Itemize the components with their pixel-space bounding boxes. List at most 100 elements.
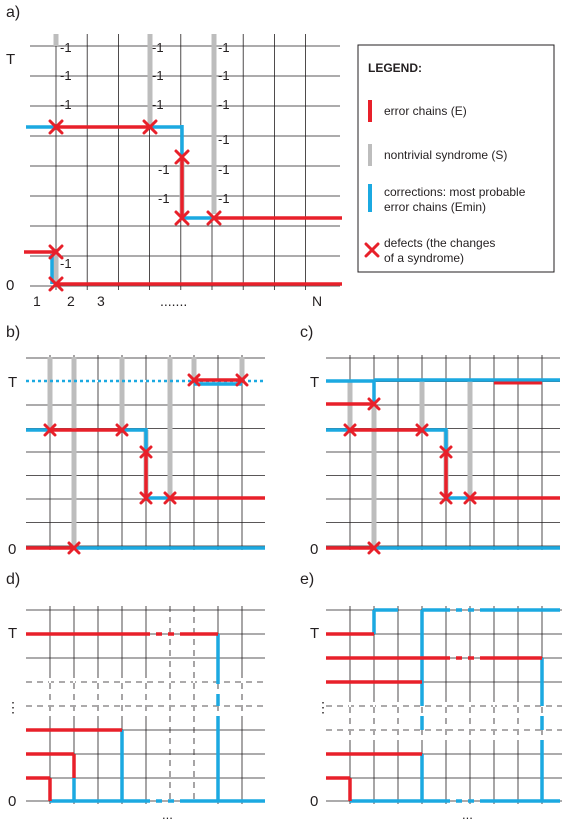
panel-b: b) T 0	[6, 324, 265, 558]
legend: LEGEND: error chains (E) nontrivial synd…	[357, 44, 555, 273]
panel-a-defect-6-stroke-2	[48, 276, 64, 292]
panel-a-xtick-1: 1	[33, 293, 41, 309]
panel-e: e) T 0 ⋮ ...	[300, 571, 562, 821]
panel-a-zero-label: 0	[6, 277, 14, 294]
panel-a-defect-3-stroke-2	[174, 210, 190, 226]
panel-a-defects	[48, 119, 222, 292]
legend-item-correction-text-2: error chains (Emin)	[384, 200, 486, 214]
panel-c-defect-6-stroke-2	[367, 541, 381, 555]
panel-e-corrections	[350, 608, 560, 803]
panel-a-syndrome-value-4: -1	[152, 68, 164, 83]
panel-a-syndrome-values: -1 -1 -1 -1 -1 -1 -1 -1 -1 -1 -1 -1 -1 -1 -1	[60, 40, 230, 271]
panel-a-syndrome-value-2: -1	[60, 97, 72, 112]
panel-a-syndrome-value-1: -1	[60, 68, 72, 83]
panel-c-defect-1	[343, 423, 357, 437]
panel-b-errors	[26, 378, 265, 550]
legend-item-error-text: error chains (E)	[384, 104, 467, 118]
panel-c-defects	[343, 397, 477, 555]
panel-d-t-label: T	[8, 625, 17, 642]
panel-a-defect-3	[174, 210, 190, 226]
panel-b-defect-4	[163, 491, 177, 505]
panel-a-syndrome-value-11: -1	[218, 191, 230, 206]
panel-a-t-label: T	[6, 51, 15, 68]
legend-defect-marker	[364, 242, 380, 258]
panel-b-defect-5-stroke-2	[67, 541, 81, 555]
panel-c-errors	[326, 381, 560, 550]
panel-c-corrections	[326, 378, 560, 550]
panel-e-t-label: T	[310, 625, 319, 642]
panel-c-defect-6	[367, 541, 381, 555]
panel-d-corrections	[50, 634, 265, 803]
legend-item-syndrome-text: nontrivial syndrome (S)	[384, 148, 507, 162]
panel-a-defect-4	[206, 210, 222, 226]
panel-a-errors	[24, 125, 342, 286]
panel-e-errors	[326, 632, 542, 801]
panel-b-defect-7-stroke-2	[235, 373, 249, 387]
panel-a-syndromes	[53, 34, 217, 285]
panel-e-zero-label: 0	[310, 793, 318, 810]
panel-b-defect-3	[139, 491, 153, 505]
panel-a-corrections	[26, 125, 214, 284]
panel-a-defect-0	[48, 119, 64, 135]
panel-c-defect-2	[415, 423, 429, 437]
panel-b-defect-2-stroke-2	[139, 445, 153, 459]
panel-e-vertical-ellipsis: ⋮	[316, 699, 330, 715]
panel-a-syndrome-value-0: -1	[60, 40, 72, 55]
panel-c-defect-4-stroke-2	[439, 491, 453, 505]
legend-swatch-syndrome	[368, 144, 372, 166]
panel-b-zero-label: 0	[8, 541, 16, 558]
panel-b-defects	[43, 373, 249, 555]
legend-title: LEGEND:	[368, 61, 422, 75]
panel-b-defect-1	[115, 423, 129, 437]
panel-c: c) T 0	[300, 324, 560, 558]
panel-c-label: c)	[300, 324, 313, 341]
panel-a-defect-1-stroke-2	[142, 119, 158, 135]
panel-d-errors	[26, 632, 218, 801]
panel-c-defect-5-stroke-2	[463, 491, 477, 505]
panel-a-syndrome-value-14: -1	[60, 256, 72, 271]
panel-a-xtick-n: N	[312, 293, 322, 309]
legend-swatch-error	[368, 100, 372, 122]
panel-b-defect-0	[43, 423, 57, 437]
panel-a-syndrome-value-5: -1	[152, 97, 164, 112]
panel-d-label: d)	[6, 571, 20, 588]
panel-c-defect-4	[439, 491, 453, 505]
panel-a-syndrome-value-9: -1	[218, 132, 230, 147]
panel-b-defect-6-stroke-2	[187, 373, 201, 387]
panel-c-zero-label: 0	[310, 541, 318, 558]
panel-a-defect-6	[48, 276, 64, 292]
panel-a-xtick-ellipsis: .......	[160, 293, 187, 309]
panel-e-horizontal-ellipsis: ...	[462, 807, 473, 821]
panel-c-t-label: T	[310, 374, 319, 391]
legend-defect-x-stroke-2	[364, 242, 380, 258]
panel-d-vertical-ellipsis: ⋮	[6, 699, 20, 715]
panel-a-defect-2	[174, 149, 190, 165]
panel-a-syndrome-value-13: -1	[158, 191, 170, 206]
panel-c-defect-1-stroke-2	[343, 423, 357, 437]
panel-b-defect-5	[67, 541, 81, 555]
panel-a-syndrome-value-6: -1	[218, 40, 230, 55]
panel-c-defect-5	[463, 491, 477, 505]
panel-b-defect-0-stroke-2	[43, 423, 57, 437]
panel-b-defect-2	[139, 445, 153, 459]
panel-a-syndrome-value-3: -1	[152, 40, 164, 55]
panel-a-xtick-3: 3	[97, 293, 105, 309]
legend-item-correction-text-1: corrections: most probable	[384, 185, 526, 199]
panel-d: d) T 0 ⋮ ...	[6, 571, 265, 821]
panel-a-label: a)	[6, 4, 20, 21]
legend-defect-x	[364, 242, 380, 258]
panel-a-defect-5	[48, 244, 64, 260]
panel-b-defect-3-stroke-2	[139, 491, 153, 505]
panel-b-defect-1-stroke-2	[115, 423, 129, 437]
panel-a-syndrome-value-10: -1	[218, 162, 230, 177]
panel-a-defect-5-stroke-2	[48, 244, 64, 260]
panel-d-horizontal-ellipsis: ...	[162, 807, 173, 821]
panel-a-syndrome-value-7: -1	[218, 68, 230, 83]
panel-d-zero-label: 0	[8, 793, 16, 810]
legend-swatch-correction	[368, 184, 372, 212]
panel-b-defect-4-stroke-2	[163, 491, 177, 505]
panel-c-defect-2-stroke-2	[415, 423, 429, 437]
panel-b-t-label: T	[8, 374, 17, 391]
panel-a-defect-4-stroke-2	[206, 210, 222, 226]
panel-e-label: e)	[300, 571, 314, 588]
